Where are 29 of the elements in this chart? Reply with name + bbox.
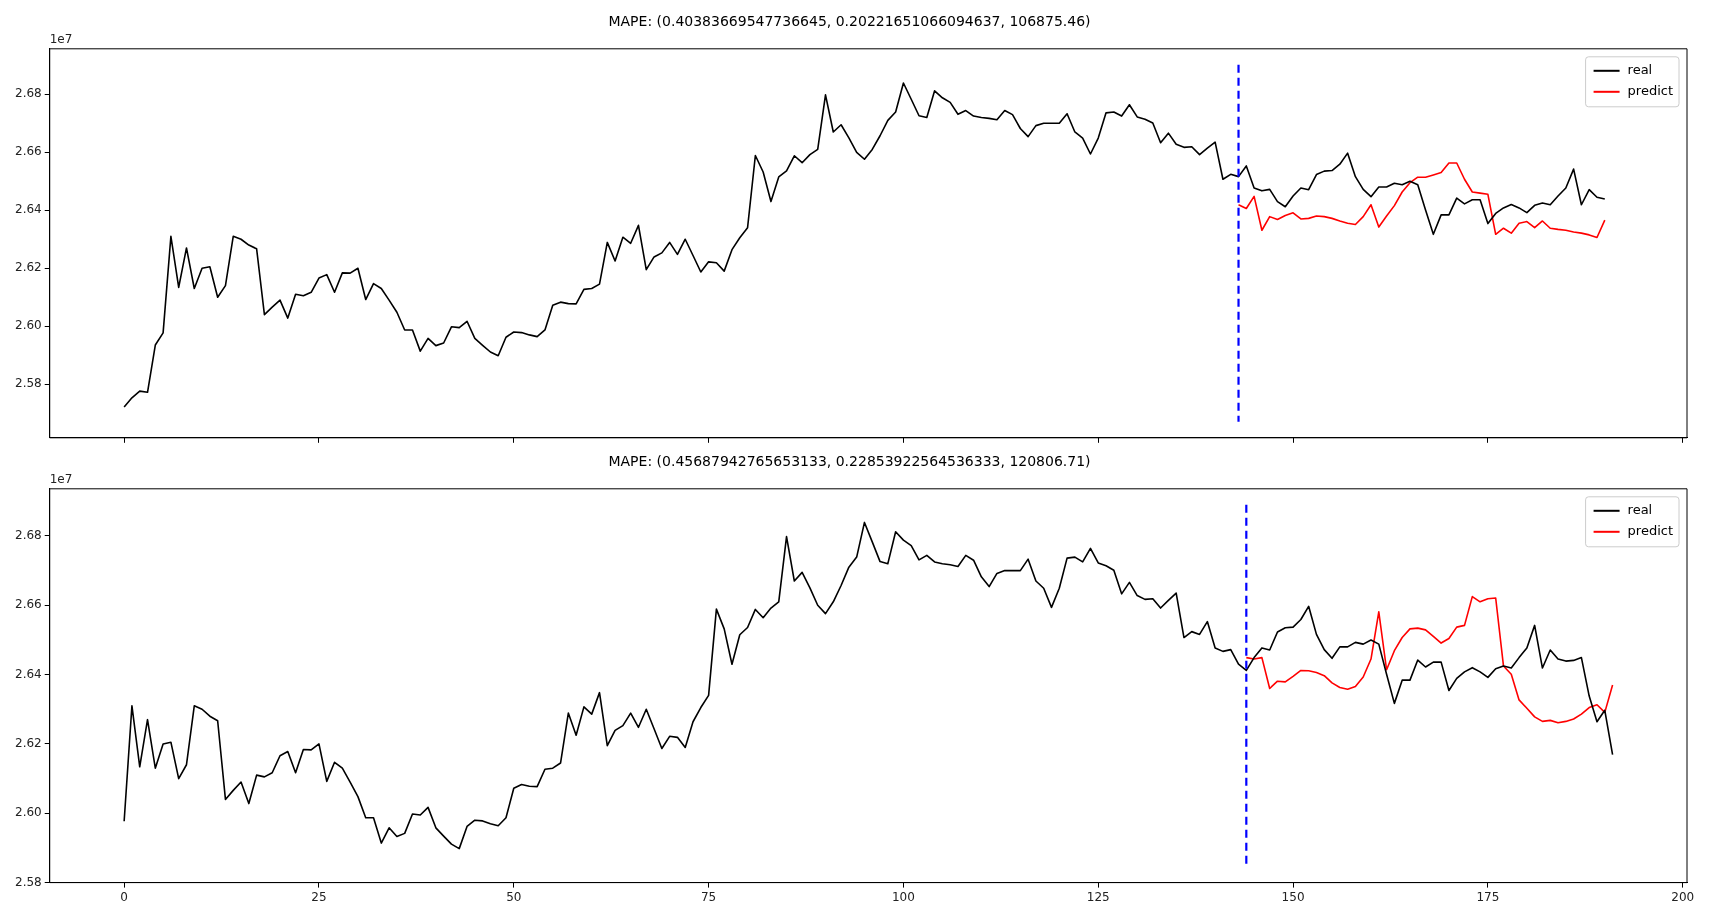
x-tick-label: 0 (120, 889, 128, 904)
y-tick-label: 2.60 (15, 318, 42, 333)
x-tick-label: 125 (1086, 889, 1110, 904)
y-tick-label: 2.62 (15, 736, 42, 751)
x-tick-label: 25 (311, 889, 327, 904)
x-tick-label: 100 (891, 889, 915, 904)
y-tick-label: 2.68 (15, 528, 42, 543)
y-tick-label: 2.62 (15, 260, 42, 275)
legend-label: real (1627, 502, 1653, 518)
y-tick-label: 2.60 (15, 805, 42, 820)
legend-label: real (1627, 62, 1653, 78)
text: 1e7 (49, 471, 73, 486)
chart-title: MAPE: (0.40383669547736645, 0.20221651066094637, 106875.46) (608, 13, 1091, 30)
x-tick-label: 150 (1281, 889, 1305, 904)
chart-title: MAPE: (0.45687942765653133, 0.22853922564536333, 120806.71) (608, 453, 1091, 470)
x-tick-label: 200 (1671, 889, 1695, 904)
y-tick-label: 2.64 (15, 666, 42, 681)
x-tick-label: 50 (506, 889, 522, 904)
x-tick-label: 75 (700, 889, 717, 904)
y-tick-label: 2.64 (15, 202, 42, 217)
x-tick-label: 175 (1476, 889, 1500, 904)
text: 1e7 (49, 31, 73, 46)
y-tick-label: 2.66 (15, 144, 42, 159)
legend-label: predict (1627, 523, 1673, 539)
legend-label: predict (1627, 83, 1673, 99)
y-tick-label: 2.68 (15, 86, 42, 101)
y-tick-label: 2.66 (15, 597, 42, 612)
y-tick-label: 2.58 (15, 874, 42, 889)
y-tick-label: 2.58 (15, 376, 42, 391)
